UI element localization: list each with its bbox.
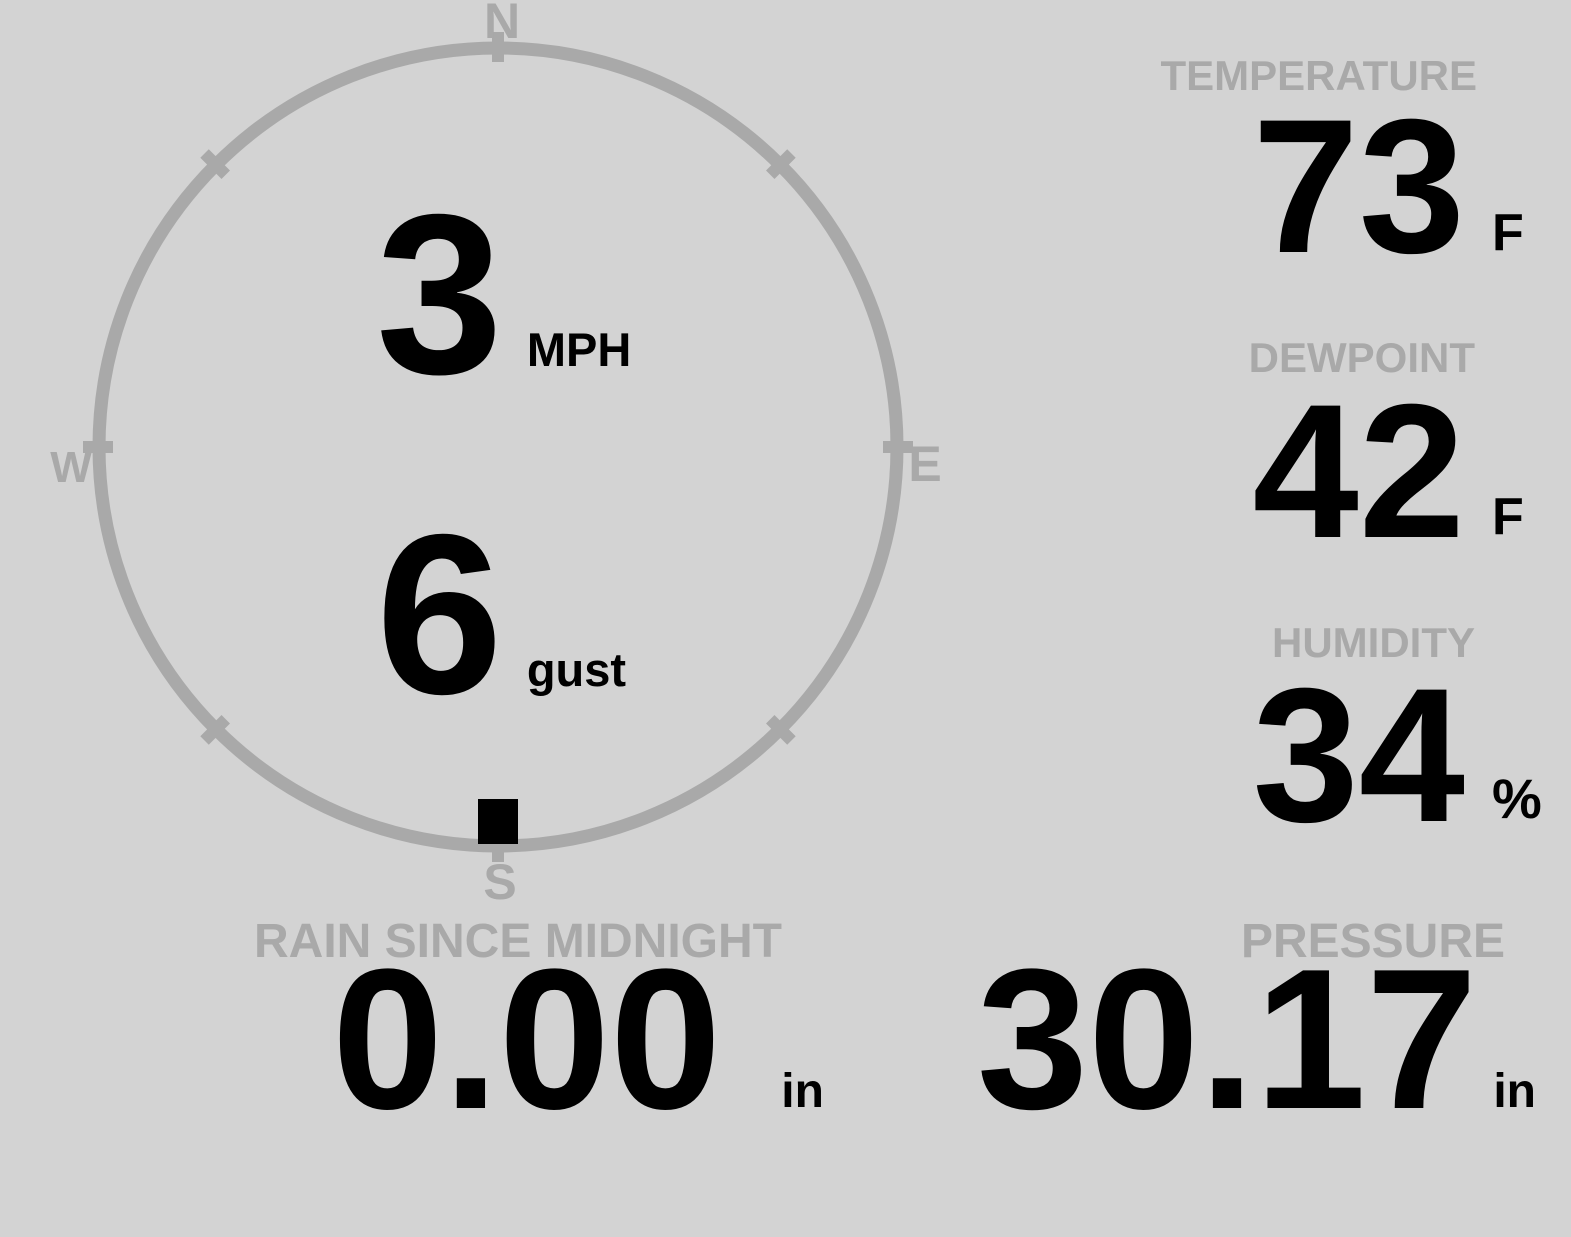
pressure-unit: in bbox=[1493, 1065, 1536, 1118]
wind-direction-pointer-icon bbox=[478, 799, 518, 844]
dewpoint-label: DEWPOINT bbox=[1248, 334, 1475, 381]
temperature-value: 73 bbox=[1252, 80, 1465, 293]
compass-label-north: N bbox=[483, 0, 521, 49]
wind-speed-value: 3 bbox=[376, 168, 503, 422]
wind-gust-readout: 6 gust bbox=[376, 501, 626, 729]
wind-direction-marker bbox=[478, 799, 518, 844]
compass-label-west: W bbox=[50, 443, 92, 492]
compass-label-east: E bbox=[908, 436, 942, 492]
rain-since-midnight-unit: in bbox=[781, 1065, 824, 1118]
wind-speed-readout: 3 MPH bbox=[376, 181, 631, 409]
wind-speed-unit: MPH bbox=[526, 323, 632, 376]
dewpoint-unit: F bbox=[1492, 488, 1524, 546]
wind-gust-value: 6 bbox=[376, 488, 503, 742]
pressure-value: 30.17 bbox=[976, 928, 1478, 1151]
wind-gust-unit: gust bbox=[526, 643, 627, 696]
rain-since-midnight-value: 0.00 bbox=[332, 928, 722, 1151]
compass-label-south: S bbox=[483, 854, 517, 910]
pressure-label: PRESSURE bbox=[1240, 915, 1506, 968]
humidity-value: 34 bbox=[1252, 649, 1465, 862]
pressure-readout: 30.17 in bbox=[977, 940, 1536, 1140]
dewpoint-value: 42 bbox=[1252, 365, 1465, 578]
humidity-unit: % bbox=[1492, 767, 1542, 830]
temperature-unit: F bbox=[1492, 204, 1524, 262]
temperature-label: TEMPERATURE bbox=[1160, 52, 1477, 99]
humidity-label: HUMIDITY bbox=[1272, 619, 1475, 666]
rain-since-midnight-label: RAIN SINCE MIDNIGHT bbox=[254, 915, 782, 968]
rain-since-midnight-readout: 0.00 in bbox=[332, 940, 824, 1140]
compass-ticks bbox=[83, 32, 913, 862]
